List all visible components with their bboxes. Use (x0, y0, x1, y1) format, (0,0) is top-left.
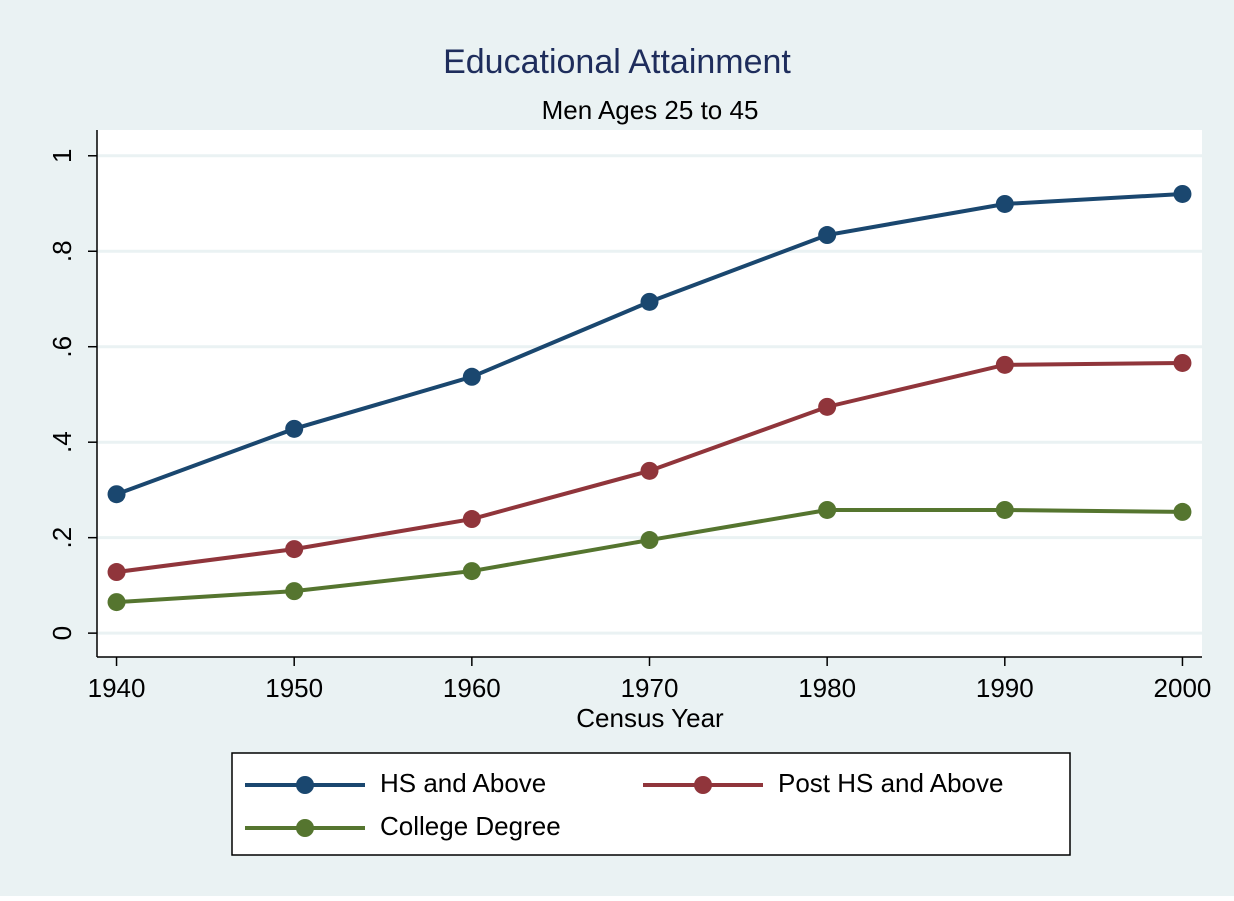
point (1173, 502, 1192, 521)
point (462, 510, 481, 529)
point (462, 562, 481, 581)
point (995, 194, 1014, 213)
x-tick-label: 1960 (443, 673, 501, 703)
x-tick-label: 1940 (88, 673, 146, 703)
point (1173, 184, 1192, 203)
point (818, 500, 837, 519)
y-tick-label: .4 (47, 431, 77, 453)
legend-marker (296, 776, 314, 794)
y-tick-label: .8 (47, 240, 77, 262)
legend-marker (694, 776, 712, 794)
y-tick-label: .6 (47, 336, 77, 358)
y-tick-label: 0 (47, 626, 77, 640)
x-tick-label: 2000 (1154, 673, 1212, 703)
point (285, 419, 304, 438)
legend-marker (296, 819, 314, 837)
y-tick-label: .2 (47, 527, 77, 549)
y-tick-label: 1 (47, 149, 77, 163)
point (285, 540, 304, 559)
x-axis-label: Census Year (576, 703, 724, 733)
chart-title: Educational Attainment (443, 43, 791, 81)
point (1173, 353, 1192, 372)
point (995, 355, 1014, 374)
point (107, 593, 126, 612)
point (818, 397, 837, 416)
point (107, 485, 126, 504)
legend (231, 752, 1071, 856)
point (107, 563, 126, 582)
x-tick-label: 1990 (976, 673, 1034, 703)
point (995, 500, 1014, 519)
point (462, 367, 481, 386)
legend-label: HS and Above (380, 768, 546, 798)
legend-label: Post HS and Above (778, 768, 1003, 798)
point (640, 292, 659, 311)
point (818, 226, 837, 245)
point (285, 582, 304, 601)
point (640, 461, 659, 480)
legend-label: College Degree (380, 811, 561, 841)
chart-subtitle: Men Ages 25 to 45 (542, 95, 759, 125)
point (640, 531, 659, 550)
x-tick-label: 1970 (621, 673, 679, 703)
x-tick-label: 1950 (265, 673, 323, 703)
plot-area (97, 130, 1202, 657)
x-tick-label: 1980 (798, 673, 856, 703)
